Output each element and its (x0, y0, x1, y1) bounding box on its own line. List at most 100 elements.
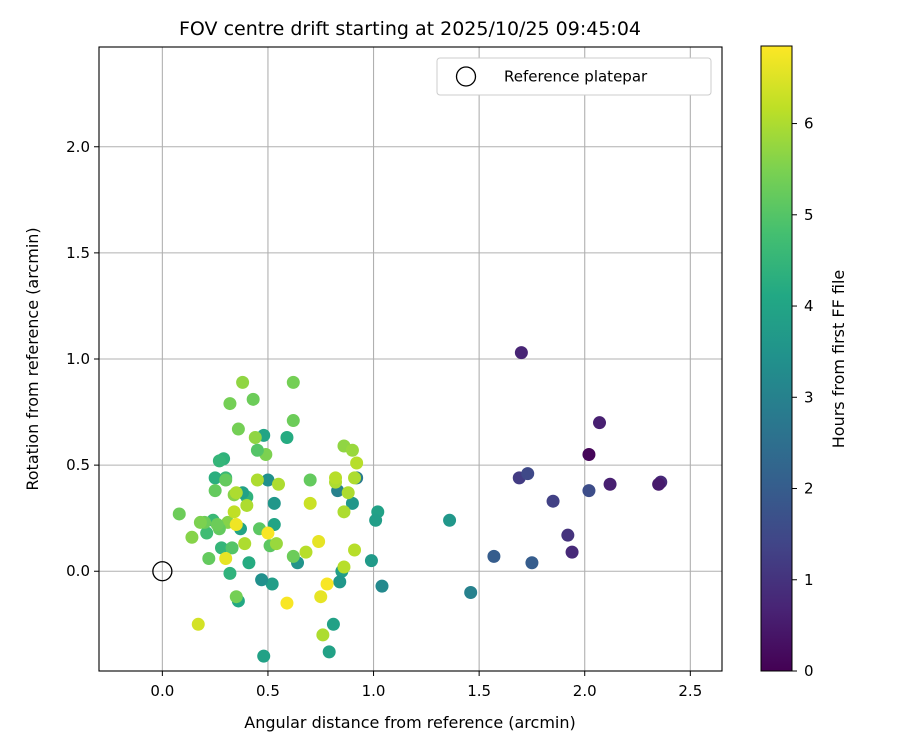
data-point (214, 541, 228, 555)
x-tick-label: 1.0 (362, 682, 386, 700)
data-point (229, 590, 243, 604)
data-point (652, 477, 666, 491)
y-tick-label: 1.0 (66, 350, 90, 368)
data-point (202, 552, 216, 566)
data-point (261, 473, 275, 487)
data-point (316, 628, 330, 642)
data-point (514, 346, 528, 360)
data-point (229, 486, 243, 500)
chart-title: FOV centre drift starting at 2025/10/25 … (179, 18, 641, 40)
data-point (369, 513, 383, 527)
data-point (286, 414, 300, 428)
data-point (255, 573, 269, 587)
data-point (546, 494, 560, 508)
data-point (348, 543, 362, 557)
data-point (333, 575, 347, 589)
y-tick-label: 1.5 (66, 244, 90, 262)
x-tick-label: 0.5 (256, 682, 280, 700)
x-axis-label: Angular distance from reference (arcmin) (244, 713, 575, 732)
data-point (280, 596, 294, 610)
colorbar-tick-label: 6 (804, 115, 814, 133)
data-point (345, 496, 359, 510)
data-point (267, 496, 281, 510)
data-point (238, 537, 252, 551)
data-point (326, 617, 340, 631)
colorbar-label: Hours from first FF file (829, 270, 848, 449)
data-point (337, 505, 351, 519)
y-tick-label: 2.0 (66, 138, 90, 156)
data-point (603, 477, 617, 491)
data-point (303, 473, 317, 487)
colorbar-tick-label: 5 (804, 206, 814, 224)
reference-platepar-marker (152, 561, 173, 582)
data-point (193, 515, 207, 529)
data-point (272, 477, 286, 491)
data-points (152, 346, 668, 663)
colorbar-ticks: 0 1 2 3 4 5 6 (792, 115, 814, 680)
legend: Reference platepar (436, 57, 712, 96)
y-axis-ticks: 0.0 0.5 1.0 1.5 2.0 (66, 138, 99, 580)
data-point (250, 443, 264, 457)
data-point (582, 448, 596, 462)
data-point (337, 560, 351, 574)
data-point (525, 556, 539, 570)
data-point (172, 507, 186, 521)
data-point (364, 554, 378, 568)
data-point (375, 579, 389, 593)
data-point (223, 397, 237, 411)
data-point (185, 530, 199, 544)
data-point (593, 416, 607, 430)
colorbar-gradient (760, 45, 793, 672)
data-point (312, 535, 326, 549)
data-point (248, 431, 262, 445)
data-point (286, 549, 300, 563)
legend-box (436, 57, 712, 96)
data-point (582, 484, 596, 498)
data-point (303, 496, 317, 510)
data-point (322, 645, 336, 659)
y-tick-label: 0.5 (66, 456, 90, 474)
data-point (314, 590, 328, 604)
y-tick-label: 0.0 (66, 562, 90, 580)
data-point (219, 473, 233, 487)
data-point (261, 526, 275, 540)
data-point (212, 454, 226, 468)
data-point (200, 526, 214, 540)
x-axis-ticks: 0.0 0.5 1.0 1.5 2.0 2.5 (150, 671, 702, 700)
legend-label-reference: Reference platepar (504, 68, 648, 86)
data-point (242, 556, 256, 570)
data-point (227, 505, 241, 519)
data-point (464, 585, 478, 599)
grid-lines (99, 47, 722, 671)
data-point (348, 471, 362, 485)
data-point (219, 552, 233, 566)
data-point (345, 443, 359, 457)
colorbar-tick-label: 3 (804, 388, 814, 406)
data-point (191, 617, 205, 631)
x-tick-label: 1.5 (467, 682, 491, 700)
data-point (208, 484, 222, 498)
data-point (225, 541, 239, 555)
data-point (208, 471, 222, 485)
colorbar-tick-label: 2 (804, 480, 814, 498)
data-point (240, 498, 254, 512)
data-point (280, 431, 294, 445)
data-point (265, 577, 279, 591)
data-point (320, 577, 334, 591)
legend-marker-reference (455, 66, 477, 87)
data-point (565, 545, 579, 559)
colorbar-tick-label: 1 (804, 571, 814, 589)
data-point (269, 537, 283, 551)
colorbar: 0 1 2 3 4 5 6 Hours from first FF file (760, 45, 848, 680)
data-point (231, 422, 245, 436)
x-tick-label: 2.0 (573, 682, 597, 700)
data-point (223, 566, 237, 580)
x-tick-label: 0.0 (150, 682, 174, 700)
data-point (229, 518, 243, 532)
data-point (521, 467, 535, 481)
data-point (329, 471, 343, 485)
data-point (250, 473, 264, 487)
data-point (299, 545, 313, 559)
data-point (286, 375, 300, 389)
